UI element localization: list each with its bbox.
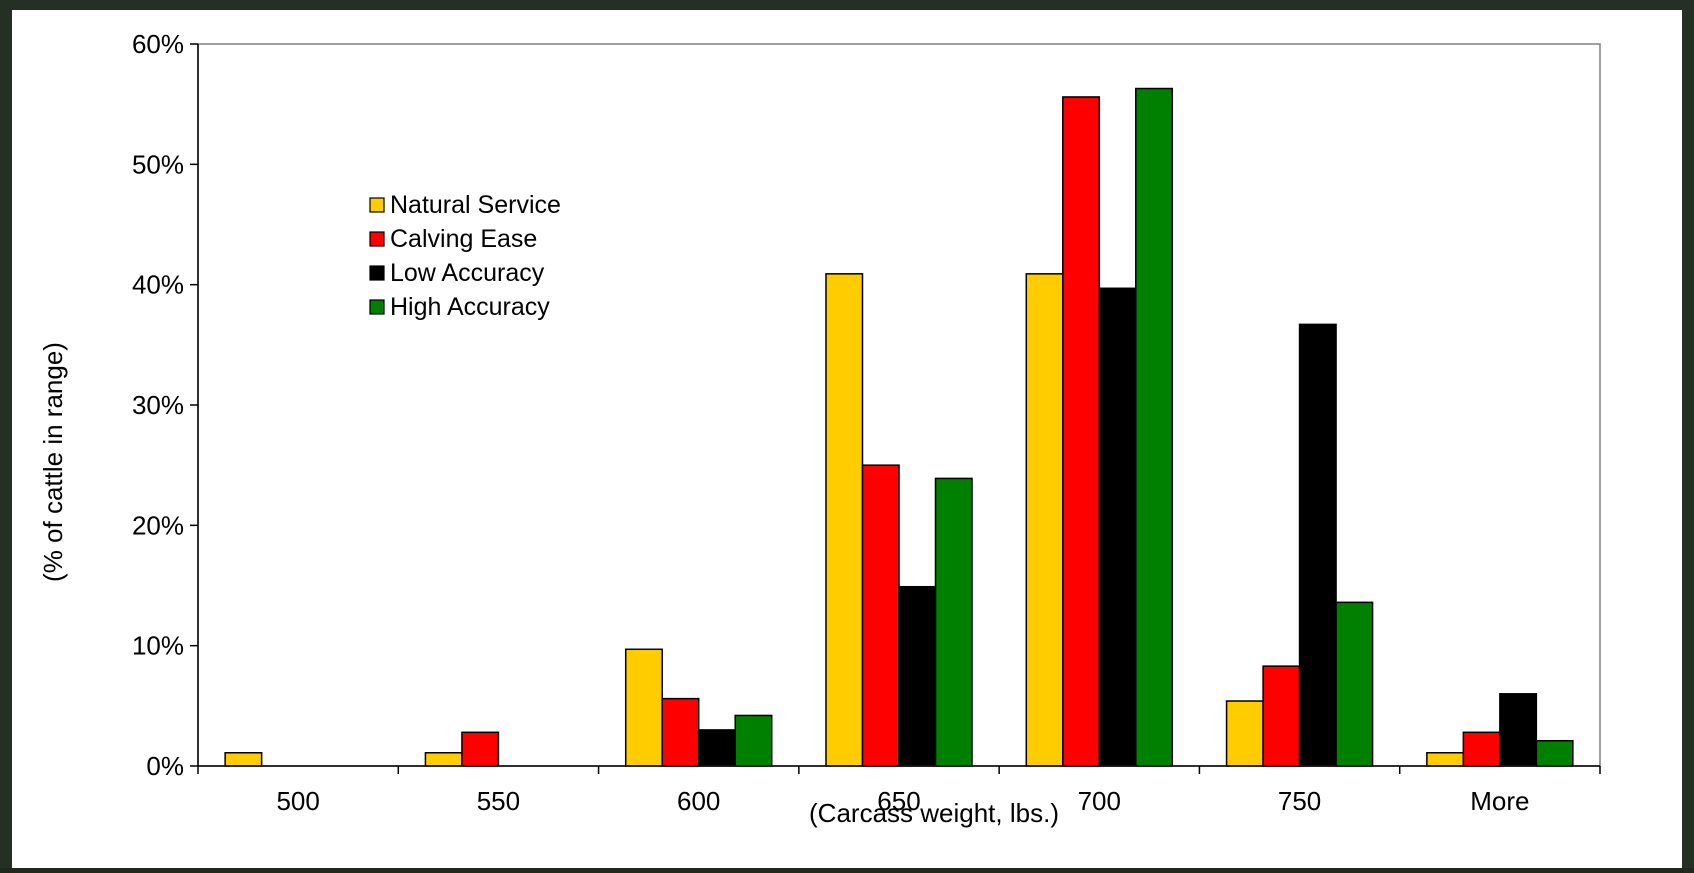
x-tick-label: 750 [1278, 786, 1321, 816]
x-tick-label: 700 [1078, 786, 1121, 816]
legend-label-calving-ease: Calving Ease [390, 225, 537, 253]
bar-natural-service-600 [624, 648, 663, 767]
bar-calving-ease-more [1462, 731, 1501, 767]
x-axis-label: (Carcass weight, lbs.) [809, 798, 1059, 828]
y-axis-label: (% of cattle in range) [38, 342, 68, 582]
x-tick-label: 550 [477, 786, 520, 816]
bar-calving-ease-750 [1262, 665, 1301, 767]
bar-calving-ease-550 [461, 731, 500, 767]
legend-label-natural-service: Natural Service [390, 191, 561, 219]
legend: Natural Service Calving Ease Low Accuracy H… [369, 191, 561, 321]
legend-swatch-low-accuracy [369, 265, 385, 281]
chart-panel: 0% 10% 20% 30% 40% 50% 60% 500 550 600 650 700 750 Mo… [12, 10, 1682, 868]
bar-high-accuracy-600 [734, 714, 773, 767]
x-tick-label: 500 [276, 786, 319, 816]
legend-swatch-natural-service [369, 197, 385, 213]
y-tick-label: 10% [132, 631, 184, 661]
bar-calving-ease-600 [661, 697, 700, 767]
bar-high-accuracy-750 [1335, 601, 1374, 767]
legend-swatch-calving-ease [369, 231, 385, 247]
bars-group [224, 87, 1574, 767]
bar-natural-service-750 [1225, 700, 1264, 767]
y-tick-label: 60% [132, 29, 184, 59]
bar-high-accuracy-more [1535, 739, 1574, 767]
y-tick-label: 30% [132, 390, 184, 420]
bar-low-accuracy-more [1499, 693, 1538, 767]
y-tick-label: 0% [146, 751, 184, 781]
x-tick-label: More [1470, 786, 1529, 816]
bar-chart: 0% 10% 20% 30% 40% 50% 60% 500 550 600 650 700 750 Mo… [38, 29, 1601, 828]
bar-high-accuracy-700 [1135, 87, 1174, 767]
y-tick-label: 50% [132, 149, 184, 179]
bar-calving-ease-700 [1062, 96, 1101, 767]
bar-natural-service-500 [224, 752, 263, 767]
y-tick-label: 20% [132, 510, 184, 540]
x-tick-label: 600 [677, 786, 720, 816]
legend-swatch-high-accuracy [369, 299, 385, 315]
bar-natural-service-650 [825, 273, 864, 767]
bar-natural-service-550 [424, 752, 463, 767]
x-tick-label: 650 [877, 786, 920, 816]
ticks-group: 0% 10% 20% 30% 40% 50% 60% 500 550 600 650 700 750 Mo… [132, 29, 1601, 816]
bar-natural-service-more [1426, 752, 1465, 767]
bar-high-accuracy-650 [934, 477, 973, 767]
bar-low-accuracy-750 [1298, 323, 1337, 767]
legend-label-high-accuracy: High Accuracy [390, 293, 550, 321]
bar-natural-service-700 [1025, 273, 1064, 767]
y-tick-label: 40% [132, 270, 184, 300]
bar-low-accuracy-700 [1098, 287, 1137, 767]
legend-label-low-accuracy: Low Accuracy [390, 259, 545, 287]
bar-calving-ease-650 [861, 464, 900, 767]
bar-low-accuracy-600 [697, 729, 736, 767]
bar-low-accuracy-650 [898, 585, 937, 767]
